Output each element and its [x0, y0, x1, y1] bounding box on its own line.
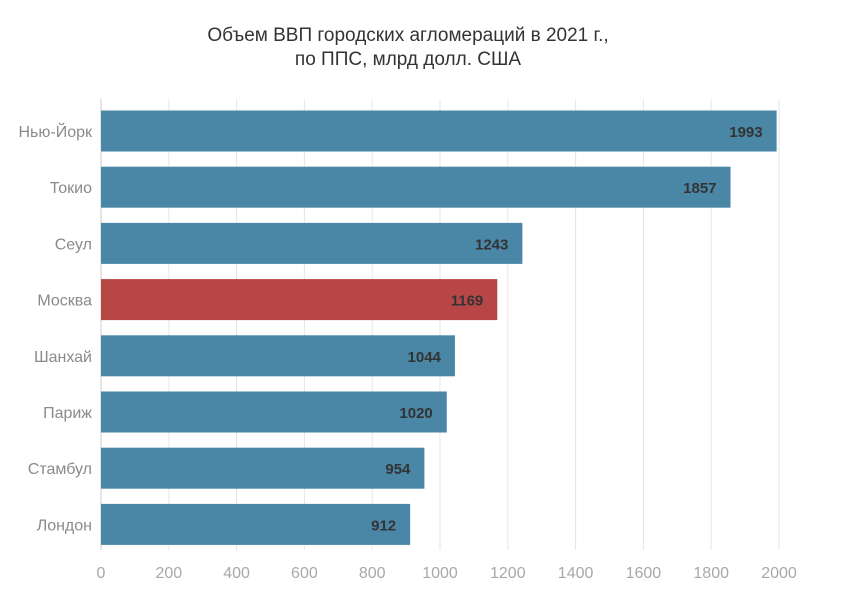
value-label: 912 [371, 517, 396, 534]
value-labels: 1993 1857 1243 1169 1044 1020 954 912 [371, 124, 762, 534]
bar [101, 391, 447, 433]
value-label: 1857 [683, 180, 716, 197]
value-label: 954 [385, 461, 411, 478]
x-tick-label: 1200 [490, 565, 526, 582]
bars [101, 110, 777, 545]
chart-title: Объем ВВП городских агломераций в 2021 г… [0, 24, 816, 72]
category-label: Москва [37, 293, 92, 310]
x-tick-label: 200 [155, 565, 182, 582]
x-tick-label: 1600 [626, 565, 662, 582]
y-axis: Нью-Йорк Токио Сеул Москва Шанхай Париж Стамбу… [18, 122, 93, 534]
value-label: 1169 [451, 293, 484, 310]
value-label: 1243 [475, 236, 508, 253]
category-label: Париж [43, 405, 92, 422]
category-label: Стамбул [28, 461, 92, 478]
chart-title-line-1: Объем ВВП городских агломераций в 2021 г… [207, 25, 609, 46]
x-tick-label: 2000 [761, 565, 797, 582]
x-tick-label: 1000 [422, 565, 458, 582]
bar [101, 447, 425, 489]
value-label: 1044 [408, 349, 442, 366]
bar [101, 279, 498, 321]
x-tick-label: 0 [97, 565, 106, 582]
category-label: Токио [50, 180, 92, 197]
x-axis: 0 200 400 600 800 1000 1200 1400 1600 1800 2000 [97, 565, 797, 582]
category-label: Шанхай [34, 349, 92, 366]
bar [101, 166, 731, 208]
category-label: Нью-Йорк [18, 122, 93, 141]
x-tick-label: 600 [291, 565, 318, 582]
x-tick-label: 800 [359, 565, 386, 582]
bar [101, 110, 777, 152]
bar [101, 222, 523, 264]
category-label: Лондон [37, 517, 92, 534]
chart-title-line-2: по ППС, млрд долл. США [294, 49, 522, 70]
bar [101, 335, 455, 377]
category-label: Сеул [55, 236, 92, 253]
value-label: 1993 [729, 124, 762, 141]
bar [101, 503, 411, 545]
x-tick-label: 400 [223, 565, 250, 582]
x-tick-label: 1400 [558, 565, 594, 582]
value-label: 1020 [399, 405, 432, 422]
x-tick-label: 1800 [693, 565, 729, 582]
